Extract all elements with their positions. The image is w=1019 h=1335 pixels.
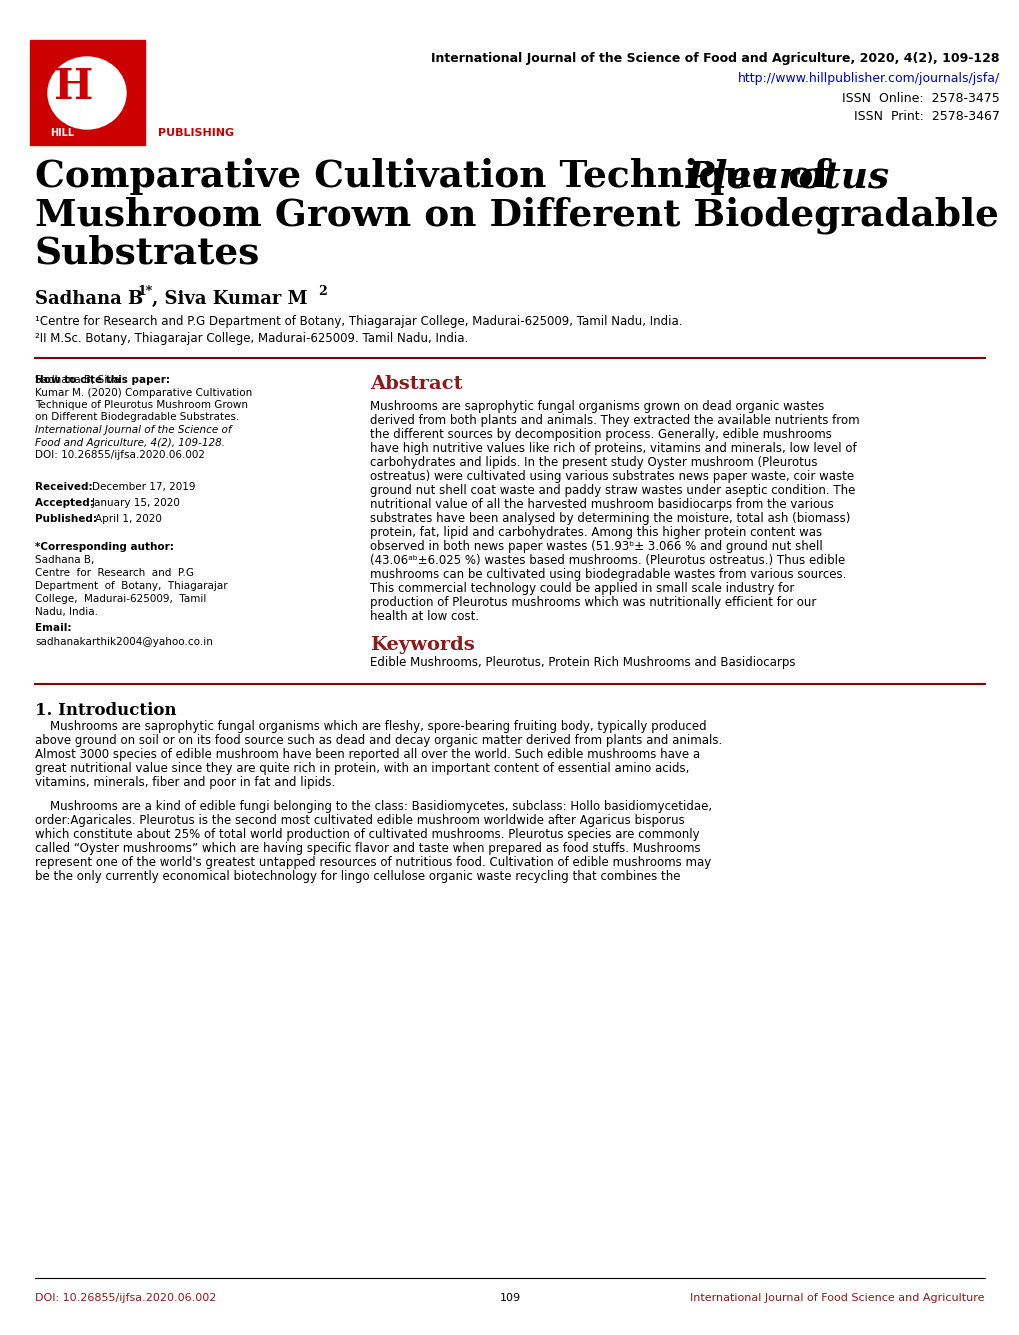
Text: January 15, 2020: January 15, 2020 <box>92 498 180 509</box>
Text: derived from both plants and animals. They extracted the available nutrients fro: derived from both plants and animals. Th… <box>370 414 859 427</box>
Text: Mushroom Grown on Different Biodegradable: Mushroom Grown on Different Biodegradabl… <box>35 196 998 234</box>
Text: which constitute about 25% of total world production of cultivated mushrooms. Pl: which constitute about 25% of total worl… <box>35 828 699 841</box>
Text: , Siva Kumar M: , Siva Kumar M <box>152 290 308 308</box>
Text: (43.06ᵃᵇ±6.025 %) wastes based mushrooms. (Pleurotus ostreatus.) Thus edible: (43.06ᵃᵇ±6.025 %) wastes based mushrooms… <box>370 554 845 567</box>
Text: 1*: 1* <box>138 284 153 298</box>
Text: PUBLISHING: PUBLISHING <box>158 128 234 138</box>
Text: 1. Introduction: 1. Introduction <box>35 702 176 720</box>
Text: i: i <box>91 84 101 112</box>
Text: Mushrooms are a kind of edible fungi belonging to the class: Basidiomycetes, sub: Mushrooms are a kind of edible fungi bel… <box>35 800 711 813</box>
Text: protein, fat, lipid and carbohydrates. Among this higher protein content was: protein, fat, lipid and carbohydrates. A… <box>370 526 821 539</box>
Text: DOI: 10.26855/ijfsa.2020.06.002: DOI: 10.26855/ijfsa.2020.06.002 <box>35 1294 216 1303</box>
Text: health at low cost.: health at low cost. <box>370 610 479 623</box>
Text: H: H <box>54 65 94 108</box>
Text: Pleurotus: Pleurotus <box>686 158 890 195</box>
Text: order:Agaricales. Pleurotus is the second most cultivated edible mushroom worldw: order:Agaricales. Pleurotus is the secon… <box>35 814 684 826</box>
Text: Published:: Published: <box>35 514 101 525</box>
Text: mushrooms can be cultivated using biodegradable wastes from various sources.: mushrooms can be cultivated using biodeg… <box>370 567 846 581</box>
Text: Kumar M. (2020) Comparative Cultivation: Kumar M. (2020) Comparative Cultivation <box>35 387 252 398</box>
Text: Substrates: Substrates <box>35 234 260 271</box>
Text: substrates have been analysed by determining the moisture, total ash (biomass): substrates have been analysed by determi… <box>370 513 850 525</box>
Text: Almost 3000 species of edible mushroom have been reported all over the world. Su: Almost 3000 species of edible mushroom h… <box>35 748 699 761</box>
Text: have high nutritive values like rich of proteins, vitamins and minerals, low lev: have high nutritive values like rich of … <box>370 442 856 455</box>
Text: International Journal of Food Science and Agriculture: International Journal of Food Science an… <box>690 1294 984 1303</box>
Text: above ground on soil or on its food source such as dead and decay organic matter: above ground on soil or on its food sour… <box>35 734 721 748</box>
Text: Technique of Pleurotus Mushroom Grown: Technique of Pleurotus Mushroom Grown <box>35 400 248 410</box>
Text: called “Oyster mushrooms” which are having specific flavor and taste when prepar: called “Oyster mushrooms” which are havi… <box>35 842 700 854</box>
Text: April 1, 2020: April 1, 2020 <box>95 514 162 525</box>
Text: ISSN  Online:  2578-3475: ISSN Online: 2578-3475 <box>842 92 999 105</box>
Text: on Different Biodegradable Substrates.: on Different Biodegradable Substrates. <box>35 413 239 422</box>
Text: Centre  for  Research  and  P.G: Centre for Research and P.G <box>35 567 194 578</box>
Text: ISSN  Print:  2578-3467: ISSN Print: 2578-3467 <box>853 109 999 123</box>
Text: carbohydrates and lipids. In the present study Oyster mushroom (Pleurotus: carbohydrates and lipids. In the present… <box>370 457 816 469</box>
Text: DOI: 10.26855/ijfsa.2020.06.002: DOI: 10.26855/ijfsa.2020.06.002 <box>35 450 205 461</box>
Text: be the only currently economical biotechnology for lingo cellulose organic waste: be the only currently economical biotech… <box>35 870 680 882</box>
Bar <box>30 40 145 146</box>
Text: Received:: Received: <box>35 482 96 493</box>
Text: ground nut shell coat waste and paddy straw wastes under aseptic condition. The: ground nut shell coat waste and paddy st… <box>370 485 855 497</box>
Text: vitamins, minerals, fiber and poor in fat and lipids.: vitamins, minerals, fiber and poor in fa… <box>35 776 335 789</box>
Text: This commercial technology could be applied in small scale industry for: This commercial technology could be appl… <box>370 582 794 595</box>
Text: College,  Madurai-625009,  Tamil: College, Madurai-625009, Tamil <box>35 594 206 603</box>
Text: the different sources by decomposition process. Generally, edible mushrooms: the different sources by decomposition p… <box>370 429 832 441</box>
Text: Accepted:: Accepted: <box>35 498 98 509</box>
Text: http://www.hillpublisher.com/journals/jsfa/: http://www.hillpublisher.com/journals/js… <box>737 72 999 85</box>
Text: Comparative Cultivation Technique of: Comparative Cultivation Technique of <box>35 158 842 195</box>
Text: 109: 109 <box>499 1294 520 1303</box>
Text: International Journal of the Science of: International Journal of the Science of <box>35 425 231 435</box>
Text: Food and Agriculture, 4(2), 109-128.: Food and Agriculture, 4(2), 109-128. <box>35 438 225 447</box>
Text: December 17, 2019: December 17, 2019 <box>92 482 196 493</box>
Text: Edible Mushrooms, Pleurotus, Protein Rich Mushrooms and Basidiocarps: Edible Mushrooms, Pleurotus, Protein Ric… <box>370 655 795 669</box>
Text: Mushrooms are saprophytic fungal organisms which are fleshy, spore-bearing fruit: Mushrooms are saprophytic fungal organis… <box>35 720 706 733</box>
Text: ¹Centre for Research and P.G Department of Botany, Thiagarajar College, Madurai-: ¹Centre for Research and P.G Department … <box>35 315 682 328</box>
Text: great nutritional value since they are quite rich in protein, with an important : great nutritional value since they are q… <box>35 762 689 776</box>
Text: HILL: HILL <box>50 128 74 138</box>
Text: Department  of  Botany,  Thiagarajar: Department of Botany, Thiagarajar <box>35 581 227 591</box>
Text: sadhanakarthik2004@yahoo.co.in: sadhanakarthik2004@yahoo.co.in <box>35 637 213 647</box>
Text: Sadhana B: Sadhana B <box>35 290 143 308</box>
Text: represent one of the world's greatest untapped resources of nutritious food. Cul: represent one of the world's greatest un… <box>35 856 710 869</box>
Ellipse shape <box>48 57 126 129</box>
Text: Email:: Email: <box>35 623 71 633</box>
Text: Sadhana B,: Sadhana B, <box>35 555 95 565</box>
Text: ²II M.Sc. Botany, Thiagarajar College, Madurai-625009. Tamil Nadu, India.: ²II M.Sc. Botany, Thiagarajar College, M… <box>35 332 468 344</box>
Text: production of Pleurotus mushrooms which was nutritionally efficient for our: production of Pleurotus mushrooms which … <box>370 595 815 609</box>
Text: 2: 2 <box>318 284 326 298</box>
Text: International Journal of the Science of Food and Agriculture, 2020, 4(2), 109-12: International Journal of the Science of … <box>431 52 999 65</box>
Text: ostreatus) were cultivated using various substrates news paper waste, coir waste: ostreatus) were cultivated using various… <box>370 470 853 483</box>
Text: *Corresponding author:: *Corresponding author: <box>35 542 177 551</box>
Text: Keywords: Keywords <box>370 635 474 654</box>
Text: Abstract: Abstract <box>370 375 463 392</box>
Text: observed in both news paper wastes (51.93ᵇ± 3.066 % and ground nut shell: observed in both news paper wastes (51.9… <box>370 539 822 553</box>
Text: Mushrooms are saprophytic fungal organisms grown on dead organic wastes: Mushrooms are saprophytic fungal organis… <box>370 400 823 413</box>
Text: nutritional value of all the harvested mushroom basidiocarps from the various: nutritional value of all the harvested m… <box>370 498 833 511</box>
Text: Sadhana B, Siva: Sadhana B, Siva <box>35 375 119 384</box>
Text: How to cite this paper:: How to cite this paper: <box>35 375 173 384</box>
Text: Nadu, India.: Nadu, India. <box>35 607 98 617</box>
